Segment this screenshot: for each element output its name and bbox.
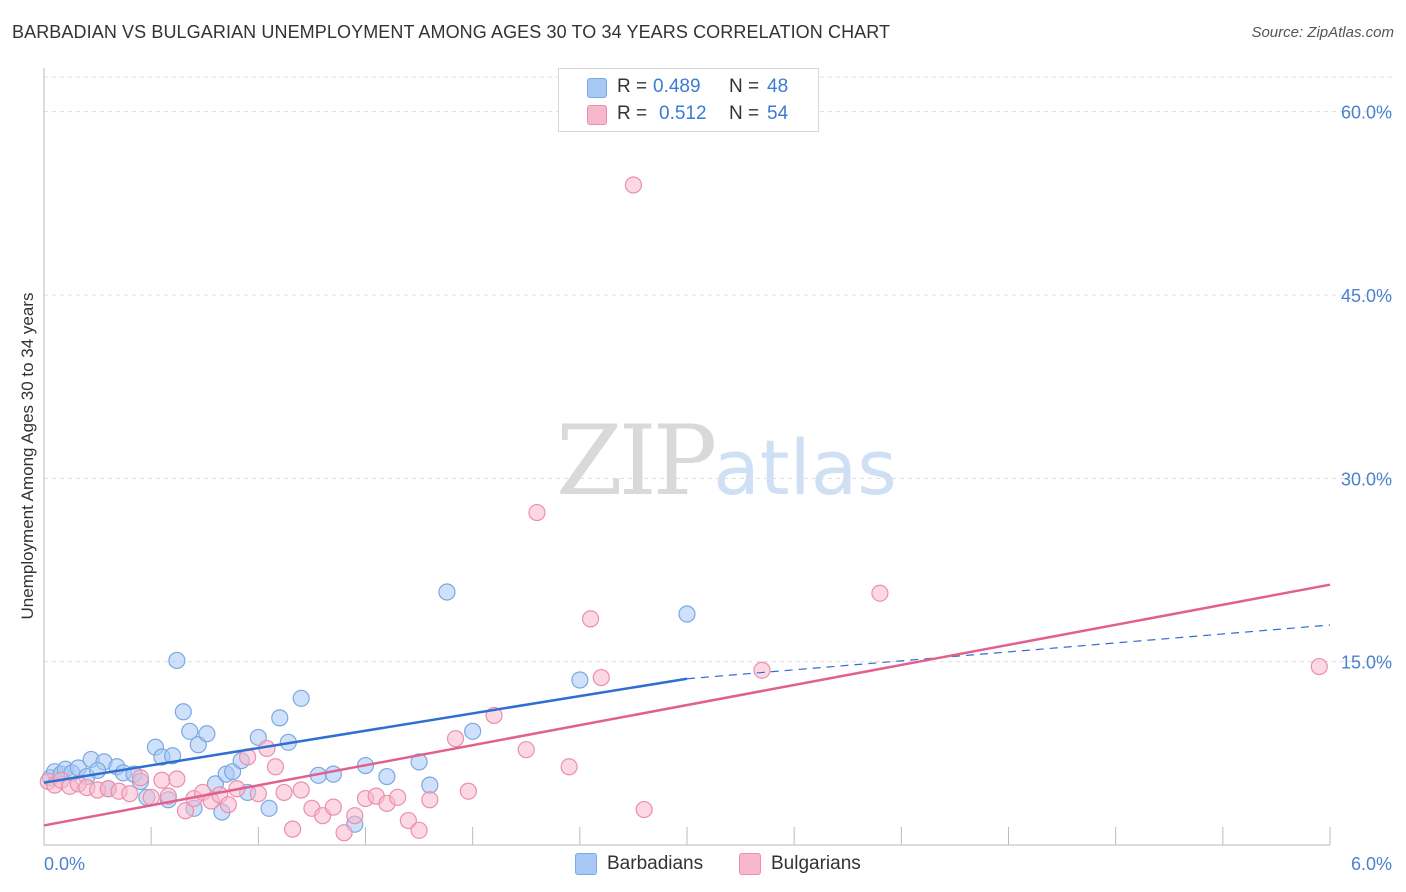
barbadian-point	[292, 689, 310, 707]
y-tick-label: 45.0%	[1341, 286, 1392, 306]
barbadian-point	[464, 722, 482, 740]
bulgarian-point	[176, 802, 195, 820]
barbadian-point	[571, 671, 589, 689]
legend-swatch-barbadians	[587, 78, 607, 98]
bulgarian-point	[249, 785, 267, 803]
bulgarian-point	[528, 503, 546, 522]
bulgarian-point	[421, 791, 439, 809]
bottom-legend-swatch-barbadians	[575, 853, 597, 875]
barbadian-point	[271, 709, 289, 727]
bulgarian-point	[459, 782, 477, 800]
y-tick-label: 30.0%	[1341, 469, 1392, 489]
legend-box: R = 0.489 N = 48 R = 0.512 N = 54	[558, 68, 819, 132]
y-tick-label: 15.0%	[1341, 653, 1392, 673]
bulgarian-point	[389, 788, 407, 806]
bulgarian-point	[142, 788, 160, 806]
bulgarian-point	[517, 741, 535, 759]
bulgarian-point	[121, 785, 139, 803]
bulgarian-point	[335, 824, 353, 842]
legend-r-value: 0.512	[659, 103, 707, 124]
watermark-atlas: atlas	[713, 423, 897, 512]
legend-n-label: N =	[729, 103, 760, 124]
bulgarian-point	[399, 811, 417, 830]
barbadian-point	[181, 722, 199, 740]
bulgarian-point	[284, 820, 302, 838]
barbadian-point	[438, 583, 456, 601]
bulgarian-point	[753, 661, 771, 679]
x-tick-label: 0.0%	[44, 854, 85, 874]
barbadian-point	[421, 776, 439, 794]
bulgarian-point	[266, 758, 285, 776]
source-label: Source: ZipAtlas.com	[1251, 24, 1394, 41]
bulgarian-point	[219, 796, 237, 814]
bulgarian-point	[592, 668, 610, 687]
legend-r-label: R =	[617, 103, 648, 124]
barbadian-trend-line	[43, 677, 688, 784]
bulgarian-point	[581, 610, 600, 628]
legend-swatch-bulgarians	[587, 105, 607, 125]
bulgarian-point	[275, 783, 293, 802]
y-axis-label: Unemployment Among Ages 30 to 34 years	[18, 292, 37, 620]
bulgarian-point	[624, 176, 643, 194]
bulgarian-point	[324, 798, 342, 816]
barbadian-point	[168, 651, 186, 670]
watermark-zip: ZIP	[556, 405, 717, 517]
bulgarian-point	[168, 770, 186, 788]
barbadian-trend-extension	[686, 624, 1331, 680]
x-tick-label: 6.0%	[1351, 854, 1392, 874]
bulgarian-point	[446, 730, 465, 748]
legend-n-label: N =	[729, 76, 760, 97]
bulgarian-point	[1310, 657, 1328, 676]
legend-n-value: 54	[767, 103, 789, 124]
bottom-legend-label: Bulgarians	[771, 853, 861, 874]
legend-r-value: 0.489	[653, 76, 701, 97]
barbadian-point	[410, 753, 428, 771]
bulgarian-point	[292, 781, 310, 799]
barbadian-point	[174, 703, 192, 721]
bottom-legend-swatch-bulgarians	[739, 853, 761, 875]
bulgarian-point	[635, 800, 653, 819]
watermark: ZIPatlas	[556, 405, 897, 517]
bottom-legend-label: Barbadians	[607, 853, 704, 874]
bulgarian-point	[410, 821, 428, 839]
barbadian-point	[324, 765, 342, 783]
barbadian-point	[164, 747, 182, 765]
legend-n-value: 48	[767, 76, 789, 97]
bulgarian-point	[159, 787, 177, 805]
barbadian-point	[678, 605, 696, 623]
barbadian-point	[260, 799, 278, 817]
bulgarian-trend-line	[43, 583, 1331, 827]
bulgarian-point	[153, 771, 171, 789]
bulgarian-point	[131, 769, 150, 787]
bulgarian-point	[346, 807, 364, 825]
y-tick-label: 60.0%	[1341, 103, 1392, 123]
barbadian-point	[378, 767, 396, 786]
bulgarian-point	[871, 584, 889, 602]
barbadian-point	[198, 725, 216, 743]
chart-title: BARBADIAN VS BULGARIAN UNEMPLOYMENT AMON…	[12, 22, 891, 42]
legend-r-label: R =	[617, 76, 648, 97]
bulgarian-point	[560, 758, 578, 776]
